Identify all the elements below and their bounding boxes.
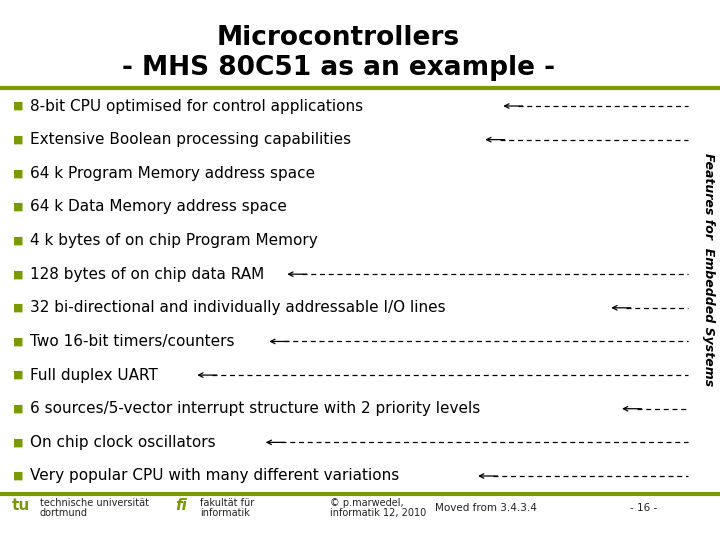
Text: 8-bit CPU optimised for control applications: 8-bit CPU optimised for control applicat… [30,98,363,113]
Text: Two 16-bit timers/counters: Two 16-bit timers/counters [30,334,235,349]
Text: ■: ■ [13,336,23,347]
Text: 128 bytes of on chip data RAM: 128 bytes of on chip data RAM [30,267,264,282]
Text: Features for  Embedded Systems: Features for Embedded Systems [701,153,714,387]
Text: 64 k Program Memory address space: 64 k Program Memory address space [30,166,315,181]
Text: Extensive Boolean processing capabilities: Extensive Boolean processing capabilitie… [30,132,351,147]
Text: informatik: informatik [200,508,250,518]
Text: ■: ■ [13,404,23,414]
Text: ■: ■ [13,134,23,145]
Text: - MHS 80C51 as an example -: - MHS 80C51 as an example - [122,55,555,81]
Text: ■: ■ [13,437,23,447]
Text: 32 bi-directional and individually addressable I/O lines: 32 bi-directional and individually addre… [30,300,446,315]
Text: © p.marwedel,: © p.marwedel, [330,498,404,508]
Text: ■: ■ [13,471,23,481]
Text: On chip clock oscillators: On chip clock oscillators [30,435,215,450]
Text: ■: ■ [13,235,23,246]
Text: informatik 12, 2010: informatik 12, 2010 [330,508,426,518]
Text: technische universität: technische universität [40,498,149,508]
Text: Very popular CPU with many different variations: Very popular CPU with many different var… [30,469,400,483]
Text: ■: ■ [13,269,23,279]
Text: tu: tu [12,498,30,514]
Text: ■: ■ [13,101,23,111]
Text: fi: fi [175,498,187,514]
Text: 64 k Data Memory address space: 64 k Data Memory address space [30,199,287,214]
Text: 6 sources/5-vector interrupt structure with 2 priority levels: 6 sources/5-vector interrupt structure w… [30,401,480,416]
Text: Microcontrollers: Microcontrollers [217,25,460,51]
Text: - 16 -: - 16 - [630,503,657,513]
Text: ■: ■ [13,303,23,313]
Text: Moved from 3.4.3.4: Moved from 3.4.3.4 [435,503,537,513]
Text: ■: ■ [13,168,23,178]
Text: Full duplex UART: Full duplex UART [30,368,158,383]
Text: fakultät für: fakultät für [200,498,254,508]
Text: dortmund: dortmund [40,508,88,518]
Text: ■: ■ [13,202,23,212]
Text: 4 k bytes of on chip Program Memory: 4 k bytes of on chip Program Memory [30,233,318,248]
Text: ■: ■ [13,370,23,380]
